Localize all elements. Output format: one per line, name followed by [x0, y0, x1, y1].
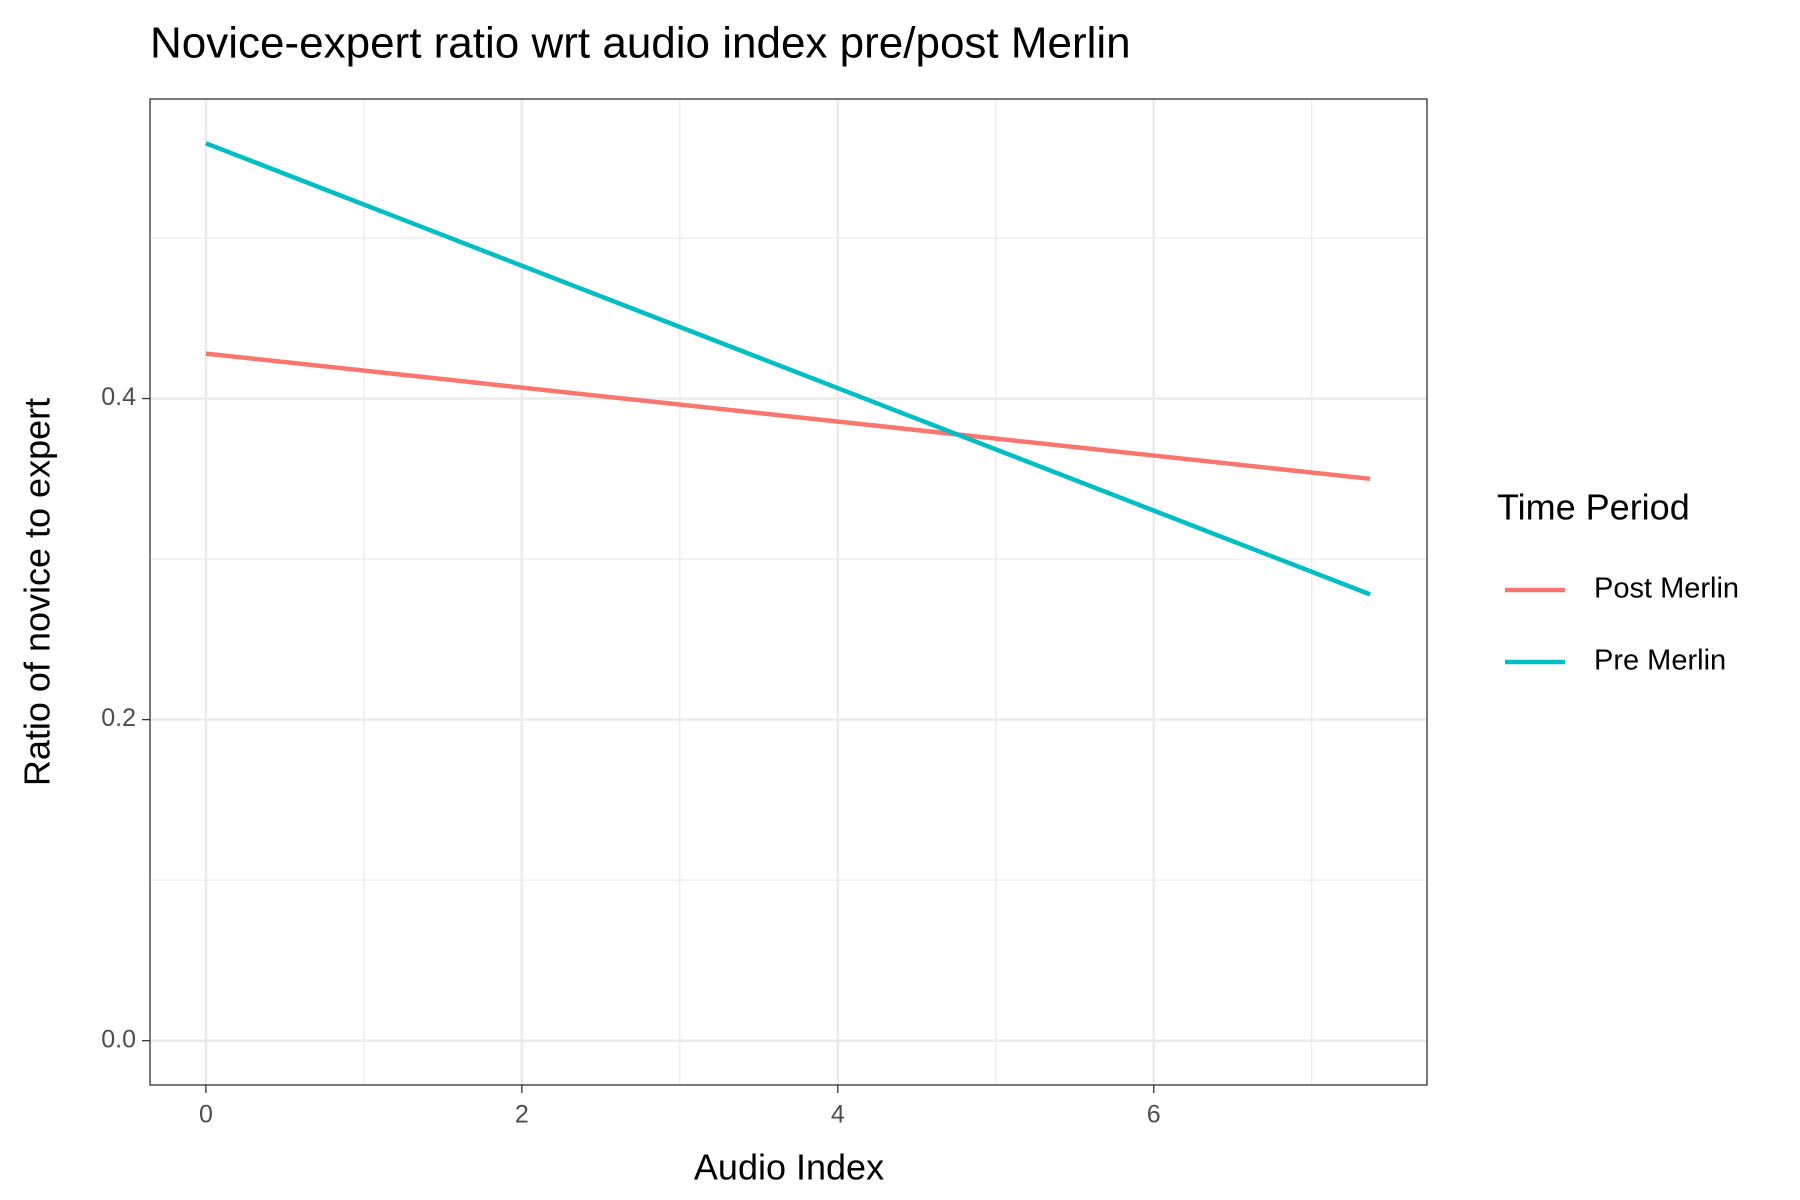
- y-tick-label: 0.0: [101, 1025, 136, 1053]
- x-axis-title: Audio Index: [694, 1147, 884, 1188]
- x-tick-label: 6: [1147, 1101, 1161, 1129]
- legend-label: Pre Merlin: [1594, 645, 1726, 677]
- y-axis-title: Ratio of novice to expert: [17, 398, 58, 786]
- x-tick-label: 0: [199, 1101, 213, 1129]
- chart-title: Novice-expert ratio wrt audio index pre/…: [150, 19, 1131, 68]
- x-tick-label: 4: [831, 1101, 845, 1129]
- x-tick-label: 2: [515, 1101, 529, 1129]
- legend-label: Post Merlin: [1594, 573, 1739, 605]
- plot-border: [149, 98, 1428, 1086]
- line-series: [205, 141, 1371, 597]
- line-series: [205, 351, 1371, 482]
- y-tick-label: 0.4: [101, 383, 136, 411]
- y-tick-label: 0.2: [101, 704, 136, 732]
- legend-title: Time Period: [1497, 487, 1690, 528]
